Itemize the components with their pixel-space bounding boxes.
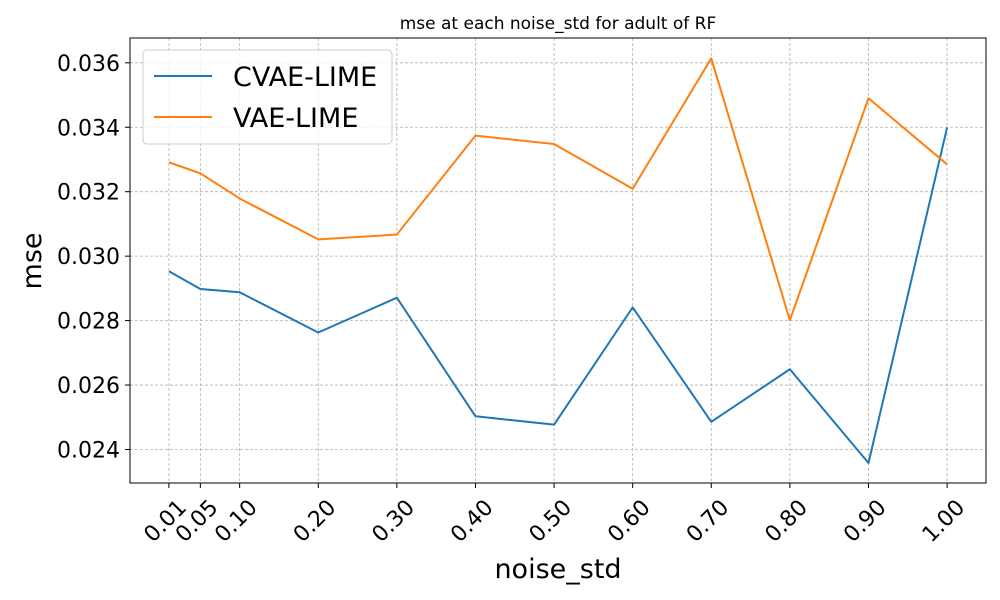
x-tick-label: 1.00 (918, 495, 970, 547)
x-tick-label: 0.10 (210, 495, 262, 547)
legend-entry: CVAE-LIME (233, 62, 377, 93)
y-tick-label: 0.030 (57, 245, 120, 270)
y-tick-labels: 0.024 0.026 0.028 0.030 0.032 0.034 0.036 (57, 52, 120, 464)
legend-entry: VAE-LIME (233, 103, 358, 134)
x-tick-labels: 0.010.050.10 0.20 0.30 0.40 0.50 0.60 0.70 0.80… (140, 495, 970, 547)
y-tick-label: 0.036 (57, 52, 120, 77)
grid (130, 38, 986, 483)
chart-title: mse at each noise_std for adult of RF (400, 14, 717, 34)
series-lines (168, 57, 949, 465)
y-tick-label: 0.026 (57, 374, 120, 399)
y-axis-label: mse (17, 233, 48, 290)
series-line-vae-lime (168, 57, 948, 322)
x-tick-label: 0.80 (761, 495, 813, 547)
legend-box (142, 49, 393, 145)
y-tick-label: 0.024 (57, 438, 120, 463)
x-tick-label: 0.70 (682, 495, 734, 547)
x-tick-label: 0.40 (446, 495, 498, 547)
x-tick-label: 0.20 (289, 495, 341, 547)
x-tick-label: 0.60 (603, 495, 655, 547)
x-axis-label: noise_std (494, 554, 621, 585)
y-tick-label: 0.032 (57, 181, 120, 206)
y-tick-label: 0.028 (57, 310, 120, 335)
series-line-cvae-lime (168, 127, 949, 465)
x-tick-label: 0.90 (839, 495, 891, 547)
y-tick-label: 0.034 (57, 116, 120, 141)
x-tick-label: 0.50 (525, 495, 577, 547)
plot-frame (129, 37, 987, 484)
axis-ticks (125, 62, 948, 488)
legend: CVAE-LIME VAE-LIME (142, 49, 393, 145)
x-tick-label: 0.30 (368, 495, 420, 547)
